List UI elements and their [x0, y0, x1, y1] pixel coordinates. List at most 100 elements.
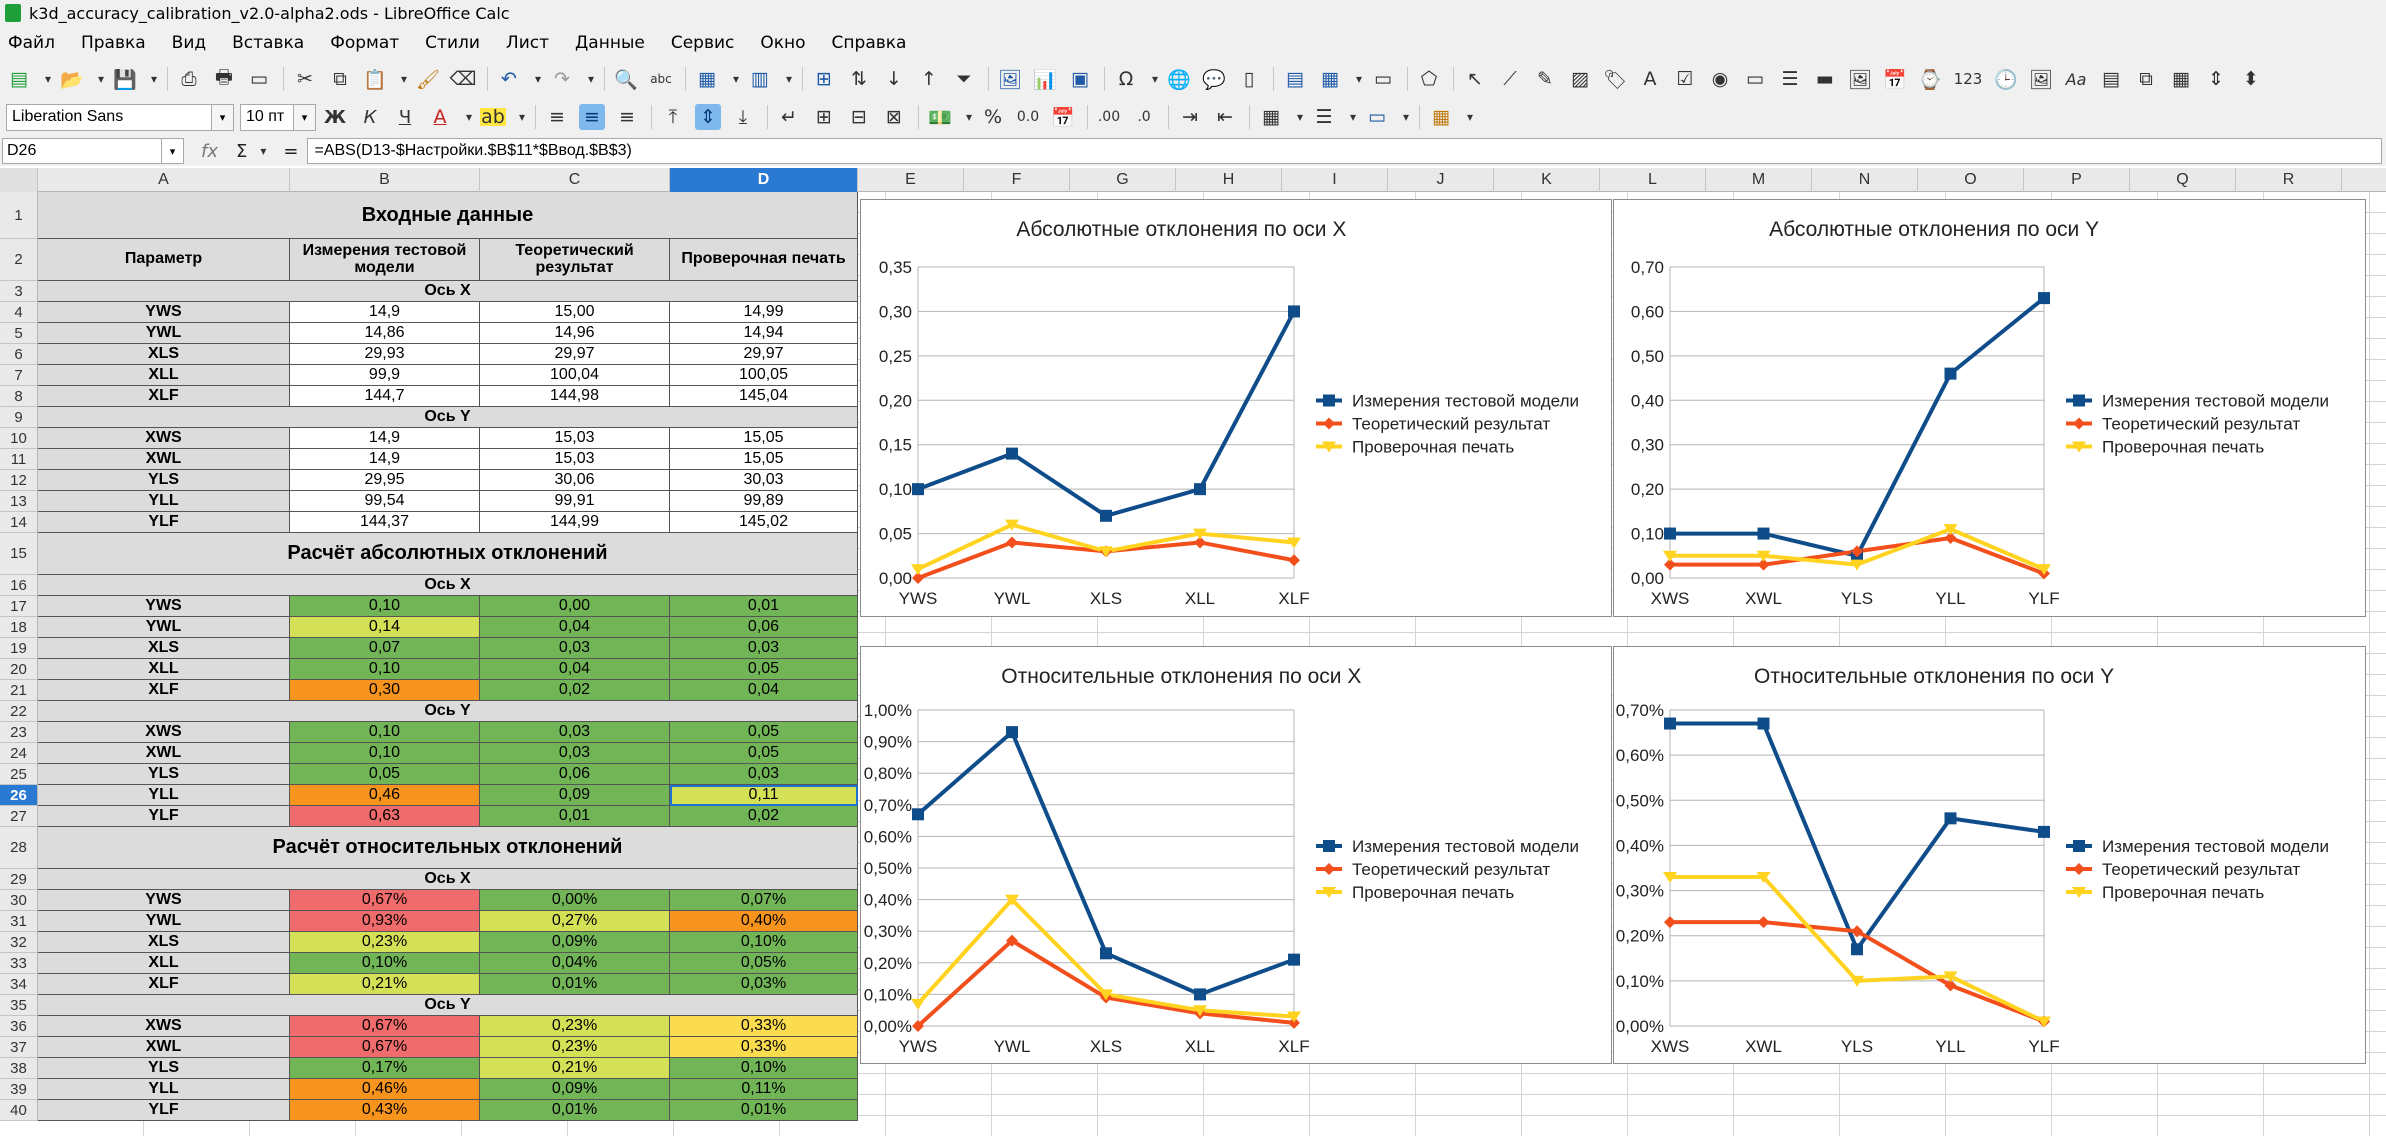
value-cell[interactable]: 100,05 [670, 365, 858, 386]
column-header-m[interactable]: M [1706, 168, 1812, 192]
name-box[interactable]: D26 ▾ [2, 138, 184, 164]
redo-dropdown-icon[interactable]: ▾ [587, 72, 595, 86]
value-cell[interactable]: 0,05 [670, 659, 858, 680]
column-header-k[interactable]: K [1494, 168, 1600, 192]
row-header-10[interactable]: 10 [0, 428, 38, 449]
parameter-name[interactable]: XLL [38, 365, 290, 386]
column-header-d[interactable]: D [670, 168, 858, 192]
axis-label[interactable]: Ось Y [38, 995, 858, 1016]
row-header-31[interactable]: 31 [0, 911, 38, 932]
parameter-name[interactable]: XLS [38, 344, 290, 365]
print-icon[interactable]: 🖶 [215, 66, 233, 88]
underline-button[interactable]: Ч [398, 106, 412, 128]
row-header-25[interactable]: 25 [0, 764, 38, 785]
chart-rel-x[interactable]: Относительные отклонения по оси X 0,00% 0,… [860, 646, 1612, 1064]
highlight-dropdown-icon[interactable]: ▾ [518, 110, 526, 124]
split-window-icon[interactable]: ▭ [1374, 68, 1392, 90]
formula-input[interactable]: =ABS(D13-$Настройки.$B$11*$Ввод.$B$3) [307, 138, 2382, 164]
save-dropdown-icon[interactable]: ▾ [150, 72, 158, 86]
insert-image-icon[interactable]: 🖼 [997, 68, 1023, 91]
menu-styles[interactable]: Стили [425, 33, 480, 53]
value-cell[interactable]: 14,9 [290, 428, 480, 449]
font-work-icon[interactable]: Aa [2065, 69, 2087, 89]
headers-icon[interactable]: ⊞ [816, 68, 832, 90]
parameter-name[interactable]: YLL [38, 785, 290, 806]
text-box-icon[interactable]: A [1643, 68, 1657, 90]
open-dropdown-icon[interactable]: ▾ [97, 72, 105, 86]
value-cell[interactable]: 0,10 [290, 722, 480, 743]
value-cell[interactable]: 14,9 [290, 302, 480, 323]
menu-data[interactable]: Данные [575, 33, 645, 53]
radio-button-icon[interactable]: ◉ [1711, 68, 1729, 90]
parameter-name[interactable]: YLL [38, 1079, 290, 1100]
value-cell[interactable]: 14,94 [670, 323, 858, 344]
value-cell[interactable]: 0,05 [670, 722, 858, 743]
column-header-i[interactable]: I [1282, 168, 1388, 192]
value-cell[interactable]: 0,02 [480, 680, 670, 701]
row-header-9[interactable]: 9 [0, 407, 38, 428]
row-header-20[interactable]: 20 [0, 659, 38, 680]
value-cell[interactable]: 100,04 [480, 365, 670, 386]
value-cell[interactable]: 0,03% [670, 974, 858, 995]
value-cell[interactable]: 0,33% [670, 1037, 858, 1058]
column-header-b[interactable]: B [290, 168, 480, 192]
delete-decimal-button[interactable]: .0 [1137, 109, 1151, 125]
list-box-icon[interactable]: ☰ [1781, 68, 1799, 90]
border-style-dropdown-icon[interactable]: ▾ [1349, 110, 1357, 124]
redo-icon[interactable]: ↷ [554, 68, 570, 90]
value-cell[interactable]: 144,98 [480, 386, 670, 407]
date-field-icon[interactable]: 📅 [1883, 68, 1907, 91]
value-cell[interactable]: 0,10 [290, 743, 480, 764]
parameter-name[interactable]: XLL [38, 953, 290, 974]
column-header-j[interactable]: J [1388, 168, 1494, 192]
parameter-name[interactable]: YWL [38, 323, 290, 344]
value-cell[interactable]: 14,99 [670, 302, 858, 323]
merge-center-icon[interactable]: ⊞ [816, 106, 832, 128]
parameter-name[interactable]: YLF [38, 1100, 290, 1121]
value-cell[interactable]: 0,10% [290, 953, 480, 974]
value-cell[interactable]: 0,21% [480, 1058, 670, 1079]
time-field-icon[interactable]: 🕒 [1994, 68, 2018, 91]
value-cell[interactable]: 99,91 [480, 491, 670, 512]
value-cell[interactable]: 0,67% [290, 1016, 480, 1037]
value-cell[interactable]: 0,17% [290, 1058, 480, 1079]
align-center-icon[interactable]: ≡ [579, 104, 605, 130]
borders-icon[interactable]: ▦ [1262, 106, 1280, 128]
currency-icon[interactable]: 💵 [928, 106, 952, 129]
formatted-field-icon[interactable]: ⌚ [1918, 68, 1942, 91]
value-cell[interactable]: 0,67% [290, 1037, 480, 1058]
value-cell[interactable]: 0,11 [670, 785, 858, 806]
menu-window[interactable]: Окно [760, 33, 806, 53]
value-cell[interactable]: 29,97 [670, 344, 858, 365]
row-header-22[interactable]: 22 [0, 701, 38, 722]
scroll-bar-icon[interactable]: ⇕ [2208, 68, 2224, 90]
column-title[interactable]: Параметр [38, 239, 290, 281]
parameter-name[interactable]: YWS [38, 596, 290, 617]
value-cell[interactable]: 0,40% [670, 911, 858, 932]
font-size-combobox[interactable]: 10 пт ▾ [240, 103, 316, 131]
new-document-icon[interactable]: ▤ [10, 68, 28, 90]
value-cell[interactable]: 0,03 [480, 722, 670, 743]
parameter-name[interactable]: XWS [38, 722, 290, 743]
row-header-39[interactable]: 39 [0, 1079, 38, 1100]
combo-box-icon[interactable]: ▤ [2102, 68, 2120, 90]
parameter-name[interactable]: YWS [38, 302, 290, 323]
row-header-16[interactable]: 16 [0, 575, 38, 596]
insert-chart-icon[interactable]: 📊 [1033, 68, 1057, 91]
clone-formatting-icon[interactable]: 🖌 [415, 68, 441, 91]
parameter-name[interactable]: XWL [38, 743, 290, 764]
value-cell[interactable]: 0,06 [480, 764, 670, 785]
column-header-n[interactable]: N [1812, 168, 1918, 192]
row-header-37[interactable]: 37 [0, 1037, 38, 1058]
row-header-2[interactable]: 2 [0, 239, 38, 281]
column-header-c[interactable]: C [480, 168, 670, 192]
axis-label[interactable]: Ось X [38, 281, 858, 302]
value-cell[interactable]: 99,54 [290, 491, 480, 512]
value-cell[interactable]: 0,67% [290, 890, 480, 911]
sum-dropdown-icon[interactable]: ▾ [260, 144, 267, 158]
value-cell[interactable]: 144,7 [290, 386, 480, 407]
value-cell[interactable]: 0,05 [670, 743, 858, 764]
font-color-icon[interactable]: A [433, 106, 447, 128]
header-footer-icon[interactable]: ▯ [1243, 68, 1255, 90]
row-header-26[interactable]: 26 [0, 785, 38, 806]
